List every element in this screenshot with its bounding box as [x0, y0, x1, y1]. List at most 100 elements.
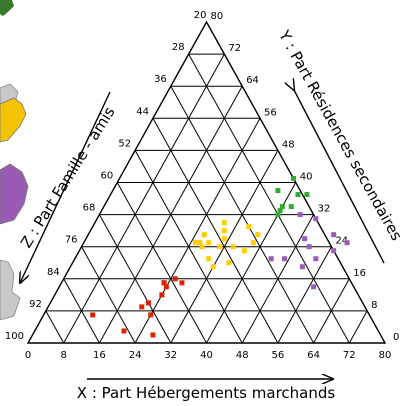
y-tick-label: 8	[371, 300, 377, 311]
z-tick-label: 36	[154, 74, 167, 85]
data-point	[302, 236, 308, 242]
data-point	[275, 212, 281, 218]
data-point	[241, 248, 247, 254]
data-point	[159, 292, 165, 298]
data-point	[148, 312, 154, 318]
map-fragment-grey-2	[0, 259, 21, 321]
x-tick-label: 32	[164, 350, 177, 361]
ternary-grid	[26, 20, 387, 344]
data-point	[288, 204, 294, 210]
z-axis-arrow	[20, 91, 111, 283]
data-point	[230, 244, 236, 250]
data-point	[299, 264, 305, 270]
z-tick-label: 100	[5, 331, 24, 342]
grid-line-z	[98, 214, 172, 344]
data-point	[268, 256, 274, 262]
grid-line-z	[188, 53, 350, 344]
z-tick-label: 44	[136, 106, 149, 117]
y-tick-label: 56	[264, 107, 277, 118]
data-point	[199, 244, 205, 250]
data-point	[331, 248, 337, 254]
data-point	[221, 236, 227, 242]
data-point	[163, 284, 169, 290]
data-point	[295, 192, 301, 198]
data-point	[206, 256, 212, 262]
y-axis-title-group: Y : Part Résidences secondaires	[275, 27, 405, 244]
grid-line-z	[81, 246, 136, 344]
z-tick-label: 20	[194, 10, 207, 21]
z-tick-label: 92	[29, 299, 42, 310]
grid-line-x	[134, 118, 261, 344]
z-tick-label: 84	[47, 267, 60, 278]
y-axis-arrow	[294, 90, 385, 264]
x-tick-label: 16	[93, 350, 106, 361]
data-point	[246, 224, 252, 230]
map-fragment-top	[0, 0, 14, 16]
data-point	[313, 256, 319, 262]
grid-line-x	[348, 310, 368, 344]
x-axis-title: X : Part Hébergements marchands	[77, 384, 336, 402]
grid-line-z	[45, 310, 65, 344]
data-point	[139, 304, 145, 310]
data-point	[279, 204, 285, 210]
grid-line-x	[63, 53, 225, 344]
data-points	[90, 175, 350, 338]
grid-line-z	[116, 182, 207, 344]
map-fragment-purple	[0, 163, 29, 225]
data-point	[282, 256, 288, 262]
data-point	[250, 240, 256, 246]
data-point	[255, 232, 261, 238]
y-tick-label: 24	[335, 236, 348, 247]
data-point	[210, 264, 216, 270]
y-tick-label: 0	[393, 332, 399, 343]
y-tick-label: 72	[228, 43, 241, 54]
data-point	[161, 280, 167, 286]
data-point	[197, 240, 203, 246]
grid-line-x	[277, 246, 332, 344]
x-tick-label: 0	[25, 350, 31, 361]
grid-line-z	[170, 85, 315, 344]
z-tick-label: 68	[83, 203, 96, 214]
x-tick-label: 8	[61, 350, 67, 361]
x-tick-label: 48	[236, 350, 249, 361]
y-tick-label: 80	[211, 11, 224, 22]
y-axis-title: Y : Part Résidences secondaires	[275, 27, 405, 244]
y-tick-label: 16	[353, 268, 366, 279]
x-tick-label: 80	[379, 350, 392, 361]
z-tick-label: 52	[118, 138, 131, 149]
data-point	[201, 232, 207, 238]
grid-line-z	[134, 150, 243, 344]
map-fragment-yellow	[0, 97, 27, 143]
axis-arrows	[20, 90, 385, 379]
data-point	[206, 240, 212, 246]
x-tick-label: 72	[343, 350, 356, 361]
data-point	[221, 228, 227, 234]
data-point	[304, 192, 310, 198]
data-point	[331, 232, 337, 238]
z-tick-label: 28	[172, 42, 185, 53]
data-point	[226, 260, 232, 266]
data-point	[172, 276, 178, 282]
grid-line-z	[152, 118, 279, 344]
x-tick-label: 64	[307, 350, 320, 361]
data-point	[313, 216, 319, 222]
x-tick-label: 24	[129, 350, 142, 361]
data-point	[217, 244, 223, 250]
x-tick-label: 40	[200, 350, 213, 361]
z-tick-label: 76	[65, 235, 78, 246]
data-point	[291, 175, 297, 181]
data-point	[221, 220, 227, 226]
data-point	[150, 332, 156, 338]
data-point	[306, 244, 312, 250]
grid-line-z	[63, 278, 100, 344]
data-point	[275, 188, 281, 194]
data-point	[277, 208, 283, 214]
data-point	[145, 300, 151, 306]
y-tick-label: 40	[300, 172, 313, 183]
data-point	[179, 280, 185, 286]
y-tick-label: 48	[282, 139, 295, 150]
data-point	[297, 212, 303, 218]
data-point	[311, 284, 317, 290]
map-decoration	[0, 0, 29, 321]
